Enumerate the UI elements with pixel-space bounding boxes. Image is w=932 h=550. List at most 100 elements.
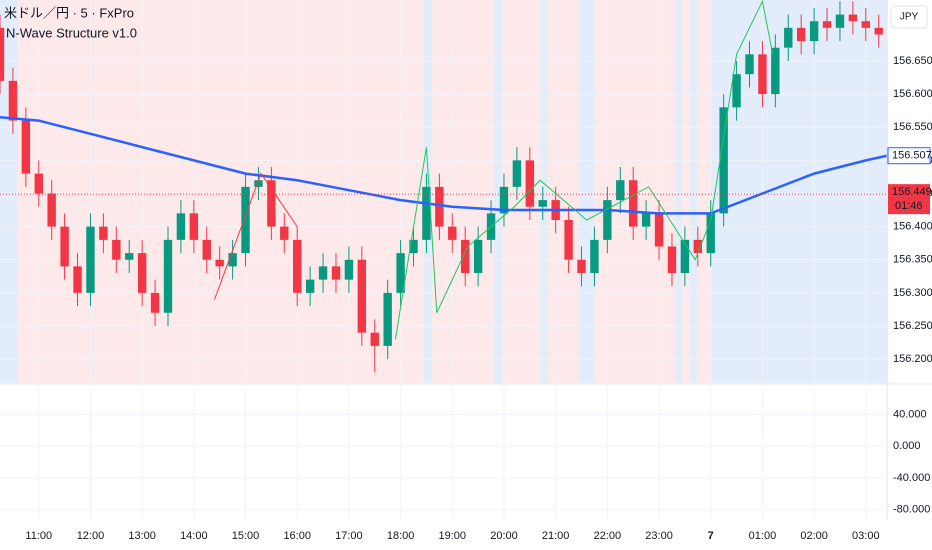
candle-body [706,213,715,254]
candle-body [732,74,741,108]
x-tick-label: 17:00 [335,530,363,542]
y-tick-label: 156.250 [893,320,932,332]
x-tick-label: 01:00 [749,530,777,542]
candle-body [137,253,147,293]
candle-body [719,107,728,214]
moving-average [0,116,888,215]
x-tick-label: 21:00 [542,530,570,542]
session-band [710,0,887,383]
candle-body [564,219,573,260]
candle-body [538,200,547,207]
candle-body [435,186,444,227]
candle-body [473,239,483,274]
candle-body [357,259,367,333]
candle-body [215,259,224,267]
x-tick-label: 14:00 [180,530,208,542]
candle-body [461,239,470,274]
candle-body [693,239,703,254]
candle-body [73,266,82,293]
candle-body [848,14,858,22]
price-pane [0,0,888,383]
x-tick-label: 16:00 [283,530,311,542]
candle-body [228,253,237,267]
x-tick-label: 22:00 [594,530,622,542]
wave-line [394,0,774,340]
candle-body [771,47,780,95]
ma-price-label: 156.507 [892,150,932,162]
candle-body [267,180,276,227]
candle-body [344,259,354,280]
x-tick-label: 12:00 [77,530,105,542]
candle-body [163,239,173,313]
candle-body [629,180,638,227]
currency-label[interactable]: JPY [900,12,919,23]
candle-body [8,80,18,121]
y-tick-label: 156.550 [893,121,932,133]
session-band [690,0,698,383]
wave-line [214,172,298,300]
candle-body [280,226,289,240]
x-tick-label: 19:00 [439,530,467,542]
candle-body [409,239,418,254]
session-band [493,0,502,383]
candle-body [603,200,612,240]
candle-body [822,21,832,28]
candle-body [125,253,134,260]
candle-body [654,213,664,247]
candle-body [422,186,431,240]
candle-body [370,332,379,346]
candle-body [305,279,315,293]
y-tick-label: -80.000 [893,504,930,516]
x-tick-label: 18:00 [387,530,415,542]
y-tick-label: 156.600 [893,88,932,100]
candle-body [809,21,819,42]
indicator-name: N-Wave Structure v1.0 [6,25,137,40]
candle-body [60,226,69,267]
candle-body [112,239,121,260]
candle-body [86,226,95,293]
y-tick-label: 156.350 [893,254,932,266]
session-band [697,0,711,383]
y-tick-label: 156.300 [893,287,932,299]
x-tick-label: 03:00 [852,530,880,542]
x-tick-label: 23:00 [645,530,673,542]
ma-price-box [887,147,931,165]
x-tick-label: 15:00 [232,530,260,542]
candle-body [99,226,108,240]
candle-body [616,180,625,201]
candle-body [176,213,186,240]
y-tick-label: 156.650 [893,55,932,67]
currency-button[interactable] [890,5,928,29]
x-tick-label: 13:00 [128,530,156,542]
last-price-label: 156.449 [892,186,932,198]
candle-body [331,266,341,280]
candle-body [861,21,871,28]
candle-body [150,292,160,313]
candle-body [448,226,457,240]
y-tick-label: 0.000 [893,440,921,452]
candle-body [835,14,845,28]
candle-body [641,213,651,227]
candle-body [383,292,392,346]
y-tick-label: 40.000 [893,408,927,420]
x-tick-label: 11:00 [25,530,52,542]
session-band [674,0,683,383]
candle-body [34,173,43,194]
x-tick-label: 02:00 [800,530,828,542]
candle-body [202,239,211,260]
candle-body [745,54,754,75]
candle-body [318,266,328,280]
x-tick-label: 7 [708,530,714,542]
candle-body [590,239,599,274]
chart-title: 米ドル／円 · 5 · FxPro [4,5,134,20]
candle-body [254,180,263,187]
candle-body [525,160,535,207]
candle-body [784,27,793,48]
candle-body [21,120,31,174]
candle-body [680,239,690,274]
candle-body [874,27,883,35]
y-tick-label: 156.200 [893,353,932,365]
candle-body [796,27,806,42]
candle-body [758,54,767,95]
